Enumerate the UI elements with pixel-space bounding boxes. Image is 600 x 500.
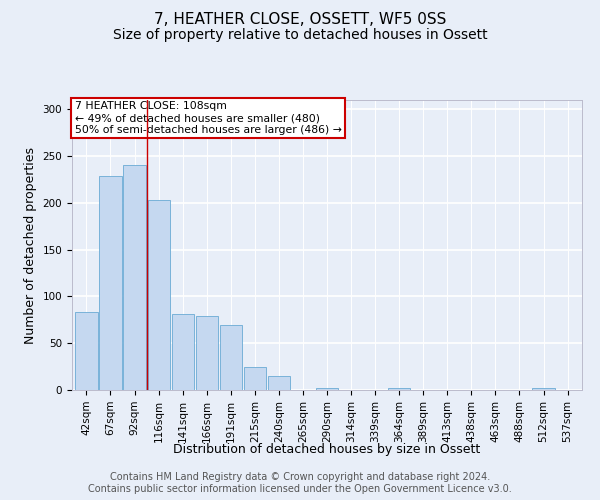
Bar bbox=[124, 164, 146, 390]
Text: 7, HEATHER CLOSE, OSSETT, WF5 0SS: 7, HEATHER CLOSE, OSSETT, WF5 0SS bbox=[154, 12, 446, 28]
Bar bbox=[268, 376, 290, 390]
Bar bbox=[76, 312, 98, 390]
Bar bbox=[148, 200, 170, 390]
Text: Distribution of detached houses by size in Ossett: Distribution of detached houses by size … bbox=[173, 442, 481, 456]
Text: Size of property relative to detached houses in Ossett: Size of property relative to detached ho… bbox=[113, 28, 487, 42]
Text: 7 HEATHER CLOSE: 108sqm
← 49% of detached houses are smaller (480)
50% of semi-d: 7 HEATHER CLOSE: 108sqm ← 49% of detache… bbox=[74, 102, 341, 134]
Text: Contains HM Land Registry data © Crown copyright and database right 2024.
Contai: Contains HM Land Registry data © Crown c… bbox=[88, 472, 512, 494]
Bar bbox=[244, 366, 266, 390]
Bar bbox=[196, 316, 218, 390]
Bar bbox=[220, 324, 242, 390]
Bar bbox=[100, 176, 122, 390]
Y-axis label: Number of detached properties: Number of detached properties bbox=[24, 146, 37, 344]
Bar bbox=[388, 388, 410, 390]
Bar bbox=[316, 388, 338, 390]
Bar bbox=[172, 314, 194, 390]
Bar bbox=[532, 388, 554, 390]
